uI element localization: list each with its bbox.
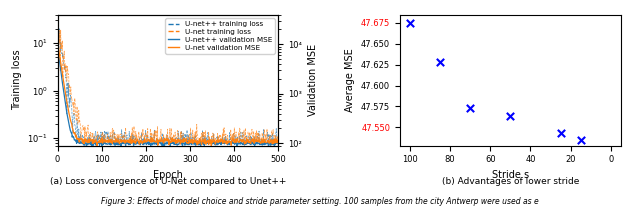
Y-axis label: Validation MSE: Validation MSE bbox=[308, 44, 317, 116]
X-axis label: Stride s: Stride s bbox=[492, 170, 529, 180]
Point bbox=[575, 138, 586, 141]
Text: (b) Advantages of lower stride: (b) Advantages of lower stride bbox=[442, 177, 579, 186]
Text: (a) Loss convergence of U-Net compared to Unet++: (a) Loss convergence of U-Net compared t… bbox=[50, 177, 286, 186]
Y-axis label: Training loss: Training loss bbox=[12, 50, 22, 110]
Y-axis label: Average MSE: Average MSE bbox=[346, 48, 355, 112]
Legend: U-net++ training loss, U-net training loss, U-net++ validation MSE, U-net valida: U-net++ training loss, U-net training lo… bbox=[165, 18, 275, 54]
Point bbox=[405, 21, 415, 25]
Point bbox=[556, 131, 566, 135]
Point bbox=[435, 61, 445, 64]
Point bbox=[505, 115, 515, 118]
X-axis label: Epoch: Epoch bbox=[153, 170, 183, 180]
Text: Figure 3: Effects of model choice and stride parameter setting. 100 samples from: Figure 3: Effects of model choice and st… bbox=[101, 197, 539, 206]
Point bbox=[465, 106, 476, 110]
